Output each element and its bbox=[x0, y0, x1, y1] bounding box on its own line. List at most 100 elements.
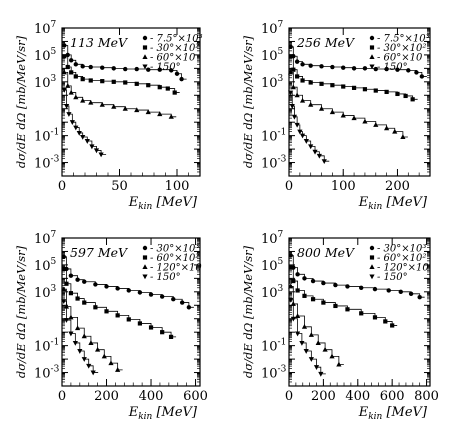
data-point bbox=[303, 139, 309, 144]
data-point bbox=[93, 305, 98, 310]
data-point bbox=[61, 299, 67, 305]
data-point bbox=[137, 290, 143, 295]
data-point bbox=[329, 109, 335, 115]
data-point bbox=[146, 83, 151, 88]
data-point bbox=[62, 43, 67, 48]
data-point bbox=[408, 291, 414, 297]
data-point bbox=[288, 283, 294, 289]
data-point bbox=[351, 85, 357, 90]
data-point bbox=[74, 325, 81, 331]
data-point bbox=[291, 114, 298, 120]
data-point bbox=[333, 303, 338, 309]
data-point bbox=[312, 149, 318, 155]
y-tick-label: 10-1 bbox=[261, 338, 286, 355]
data-point bbox=[179, 300, 185, 305]
data-point bbox=[75, 277, 80, 282]
data-point bbox=[108, 360, 114, 366]
data-point bbox=[148, 325, 154, 330]
data-point bbox=[104, 309, 109, 314]
data-point bbox=[93, 282, 98, 287]
data-point bbox=[294, 122, 300, 128]
x-tick-label: 200 bbox=[311, 389, 336, 404]
data-point bbox=[308, 63, 313, 68]
y-tick-label: 103 bbox=[261, 284, 284, 301]
data-point bbox=[308, 144, 314, 150]
data-point bbox=[160, 330, 165, 335]
legend-marker bbox=[369, 255, 375, 260]
data-point bbox=[134, 66, 139, 72]
data-point bbox=[86, 363, 92, 369]
data-point bbox=[303, 349, 309, 354]
data-point bbox=[123, 80, 128, 85]
data-point bbox=[159, 294, 165, 299]
data-point bbox=[341, 84, 346, 89]
data-point bbox=[76, 130, 82, 136]
data-point bbox=[80, 97, 86, 103]
data-point bbox=[419, 74, 425, 79]
data-point bbox=[77, 349, 83, 354]
data-point bbox=[299, 97, 306, 103]
data-point bbox=[384, 66, 389, 72]
data-point bbox=[295, 272, 300, 277]
x-tick-label: 100 bbox=[331, 179, 356, 194]
model-histogram bbox=[290, 299, 326, 375]
data-point bbox=[157, 85, 162, 90]
data-point bbox=[82, 279, 87, 284]
data-point bbox=[73, 94, 79, 100]
data-point bbox=[345, 307, 350, 312]
data-point bbox=[288, 54, 293, 59]
data-point bbox=[417, 295, 422, 300]
model-histogram bbox=[290, 92, 330, 162]
data-point bbox=[330, 83, 335, 88]
data-point bbox=[148, 292, 154, 297]
y-tick-label: 105 bbox=[34, 257, 57, 274]
series-3 bbox=[288, 283, 344, 367]
data-point bbox=[68, 273, 74, 278]
data-point bbox=[100, 79, 105, 84]
y-tick-label: 105 bbox=[34, 47, 57, 64]
data-point bbox=[66, 112, 72, 117]
data-point bbox=[179, 76, 184, 82]
data-point bbox=[123, 66, 128, 72]
model-histogram bbox=[63, 300, 99, 373]
x-tick-label: 0 bbox=[285, 179, 293, 194]
legend-entry: - 30°×10³ bbox=[377, 244, 426, 255]
data-point bbox=[372, 315, 378, 320]
data-point bbox=[297, 129, 303, 135]
data-point bbox=[288, 44, 293, 50]
data-point bbox=[61, 69, 67, 75]
y-tick-label: 10-3 bbox=[261, 365, 287, 382]
data-point bbox=[362, 66, 368, 71]
data-point bbox=[290, 84, 296, 90]
data-point bbox=[373, 66, 378, 72]
legend-entry: - 30°×10³ bbox=[150, 244, 199, 255]
data-point bbox=[61, 87, 67, 93]
legend-entry: - 7.5°×10³ bbox=[150, 34, 203, 45]
data-point bbox=[291, 278, 296, 284]
legend-entry: - 60°×10 bbox=[150, 53, 196, 64]
data-point bbox=[171, 297, 176, 302]
x-tick-label: 50 bbox=[111, 179, 128, 194]
data-point bbox=[88, 64, 93, 70]
data-point bbox=[88, 78, 93, 83]
data-point bbox=[403, 93, 408, 99]
data-point bbox=[75, 296, 80, 301]
data-point bbox=[318, 105, 325, 111]
data-point bbox=[291, 67, 296, 72]
data-point bbox=[89, 144, 95, 150]
x-tick-label: 800 bbox=[414, 389, 439, 404]
data-point bbox=[111, 66, 116, 71]
data-point bbox=[88, 340, 94, 345]
data-point bbox=[308, 357, 314, 362]
model-histogram bbox=[290, 72, 408, 138]
y-tick-label: 10-3 bbox=[261, 155, 287, 172]
data-point bbox=[392, 128, 398, 134]
data-point bbox=[64, 104, 70, 109]
data-point bbox=[88, 99, 94, 105]
y-tick-label: 10-3 bbox=[34, 365, 60, 382]
data-point bbox=[345, 284, 350, 289]
data-point bbox=[100, 65, 105, 70]
y-tick-label: 10 bbox=[34, 0, 51, 4]
series-4 bbox=[61, 87, 107, 158]
